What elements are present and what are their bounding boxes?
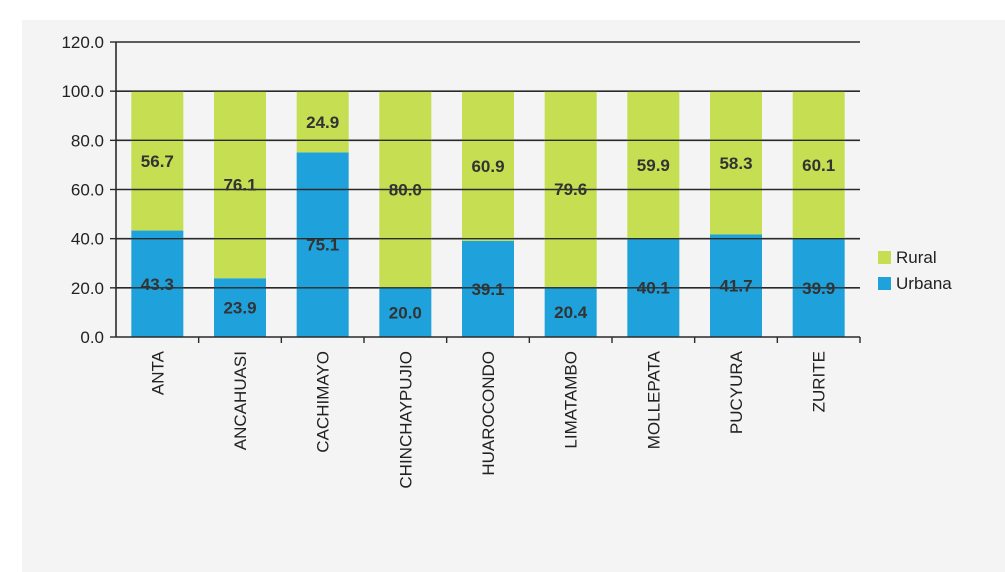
data-label-urbana: 20.0 <box>389 303 422 322</box>
bar-rural <box>131 91 184 231</box>
bar-rural <box>462 91 514 241</box>
bar-urbana <box>462 240 514 337</box>
bar-urbana <box>544 286 597 337</box>
legend-label-rural: Rural <box>896 248 937 267</box>
data-label-urbana: 39.9 <box>802 279 835 298</box>
data-label-urbana: 75.1 <box>306 236 339 255</box>
data-label-rural: 76.1 <box>223 176 256 195</box>
legend-swatch-urbana <box>878 277 891 290</box>
bar-urbana <box>131 230 184 337</box>
bar-urbana <box>296 152 349 337</box>
y-tick-label: 60.0 <box>71 181 104 200</box>
bar-rural <box>296 91 349 153</box>
data-label-rural: 79.6 <box>554 180 587 199</box>
bar-urbana <box>710 234 762 337</box>
y-tick-label: 120.0 <box>61 33 104 52</box>
data-label-urbana: 43.3 <box>141 275 174 294</box>
y-tick-label: 40.0 <box>71 230 104 249</box>
bar-rural <box>627 91 680 239</box>
category-label: LIMATAMBO <box>562 351 581 449</box>
category-label: MOLLEPATA <box>644 350 663 449</box>
data-label-urbana: 23.9 <box>223 299 256 318</box>
data-label-rural: 60.1 <box>802 156 835 175</box>
data-label-rural: 24.9 <box>306 113 339 132</box>
category-label: CHINCHAYPUJIO <box>396 351 415 489</box>
y-tick-label: 80.0 <box>71 131 104 150</box>
data-label-urbana: 20.4 <box>554 303 588 322</box>
data-label-rural: 80.0 <box>389 181 422 200</box>
data-label-rural: 60.9 <box>471 157 504 176</box>
data-label-urbana: 39.1 <box>471 280 504 299</box>
category-label: ZURITE <box>810 351 829 412</box>
data-label-rural: 56.7 <box>141 152 174 171</box>
bar-rural <box>214 91 266 279</box>
y-tick-label: 0.0 <box>80 328 104 347</box>
data-label-rural: 59.9 <box>637 156 670 175</box>
data-label-urbana: 41.7 <box>719 277 752 296</box>
category-label: ANCAHUASI <box>231 351 250 450</box>
category-label: CACHIMAYO <box>314 351 333 453</box>
data-label-rural: 58.3 <box>719 154 752 173</box>
category-label: PUCYURA <box>727 350 746 434</box>
bar-rural <box>710 91 762 235</box>
legend-label-urbana: Urbana <box>896 274 952 293</box>
legend-swatch-rural <box>878 251 891 264</box>
bar-urbana <box>379 287 432 337</box>
category-label: ANTA <box>148 350 167 395</box>
bar-rural <box>792 91 845 239</box>
y-tick-label: 20.0 <box>71 279 104 298</box>
category-label: HUAROCONDO <box>479 351 498 476</box>
y-tick-label: 100.0 <box>61 82 104 101</box>
data-label-urbana: 40.1 <box>637 279 670 298</box>
